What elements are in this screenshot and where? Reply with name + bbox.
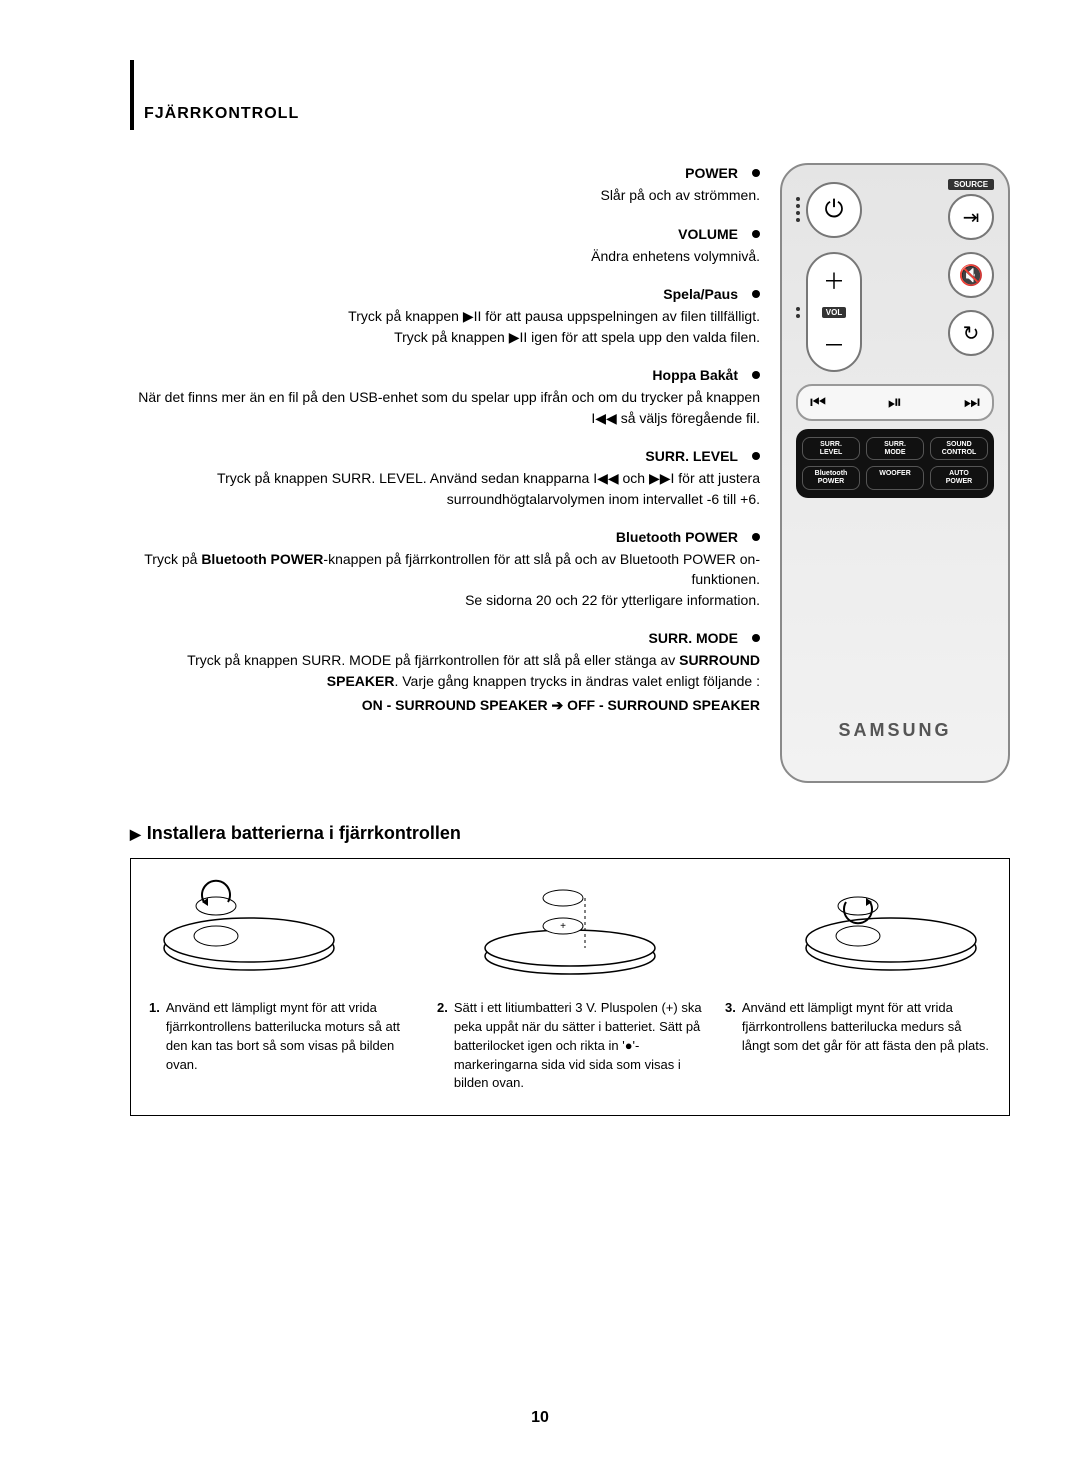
item-title: POWER <box>685 163 760 183</box>
item-title: SURR. LEVEL <box>645 446 760 466</box>
band-surr-mode: SURR. MODE <box>866 437 924 460</box>
battery-step3-illustration <box>791 873 991 983</box>
step-text: Sätt i ett litiumbatteri 3 V. Pluspolen … <box>454 999 703 1093</box>
power-icon: ⏻ <box>825 196 844 224</box>
item-skipback: Hoppa Bakåt När det finns mer än en fil … <box>130 365 760 428</box>
step-1: 1. Använd ett lämpligt mynt för att vrid… <box>149 999 415 1093</box>
braille-dots-icon <box>796 197 802 222</box>
band-bt-power: Bluetooth POWER <box>802 466 860 489</box>
svg-text:+: + <box>560 921 566 932</box>
item-title: SURR. MODE <box>649 628 760 648</box>
battery-steps: 1. Använd ett lämpligt mynt för att vrid… <box>149 999 991 1093</box>
header-rule <box>130 60 134 130</box>
item-body-extra: ON - SURROUND SPEAKER ➔ OFF - SURROUND S… <box>130 695 760 715</box>
item-body: Tryck på Bluetooth POWER-knappen på fjär… <box>130 549 760 610</box>
item-body: När det finns mer än en fil på den USB-e… <box>130 387 760 428</box>
function-band: SURR. LEVEL SURR. MODE SOUND CONTROL Blu… <box>796 429 994 498</box>
body-pre: Tryck på knappen SURR. MODE på fjärrkont… <box>187 652 679 668</box>
main-row: POWER Slår på och av strömmen. VOLUME Än… <box>130 163 1010 783</box>
source-button-icon: ⇥ <box>948 194 994 240</box>
page-number: 10 <box>0 1409 1080 1427</box>
mute-button-icon: 🔇 <box>948 252 994 298</box>
braille-dots-icon <box>796 307 802 318</box>
step-3: 3. Använd ett lämpligt mynt för att vrid… <box>725 999 991 1093</box>
body-bold: Bluetooth POWER <box>201 551 323 567</box>
body-pre: Tryck på <box>144 551 201 567</box>
play-pause-icon: ⏯ <box>882 390 908 415</box>
step-num: 1. <box>149 999 160 1093</box>
item-title: Hoppa Bakåt <box>652 365 760 385</box>
step-num: 3. <box>725 999 736 1093</box>
battery-step1-illustration <box>149 873 349 983</box>
item-body: Ändra enhetens volymnivå. <box>130 246 760 266</box>
step-text: Använd ett lämpligt mynt för att vrida f… <box>166 999 415 1093</box>
step-2: 2. Sätt i ett litiumbatteri 3 V. Pluspol… <box>437 999 703 1093</box>
samsung-logo: SAMSUNG <box>782 720 1008 741</box>
item-playpause: Spela/Paus Tryck på knappen ▶II för att … <box>130 284 760 347</box>
minus-icon: － <box>823 328 845 360</box>
item-body: Tryck på knappen ▶II för att pausa uppsp… <box>130 306 760 347</box>
body-post: -knappen på fjärrkontrollen för att slå … <box>323 551 760 608</box>
item-title: Spela/Paus <box>663 284 760 304</box>
battery-box: + 1. Använd ett lämpligt mynt för att vr… <box>130 858 1010 1116</box>
descriptions: POWER Slår på och av strömmen. VOLUME Än… <box>130 163 760 783</box>
vol-label: VOL <box>822 307 846 318</box>
band-sound-control: SOUND CONTROL <box>930 437 988 460</box>
battery-illustrations: + <box>149 873 991 983</box>
transport-bar: ⏮ ⏯ ⏭ <box>796 384 994 421</box>
triangle-icon: ▶ <box>130 826 141 842</box>
item-body: Slår på och av strömmen. <box>130 185 760 205</box>
repeat-button-icon: ↻ <box>948 310 994 356</box>
item-volume: VOLUME Ändra enhetens volymnivå. <box>130 224 760 267</box>
band-woofer: WOOFER <box>866 466 924 489</box>
sub-heading-text: Installera batterierna i fjärrkontrollen <box>147 823 461 843</box>
volume-rocker-icon: ＋ VOL － <box>806 252 862 372</box>
band-surr-level: SURR. LEVEL <box>802 437 860 460</box>
skip-back-icon: ⏮ <box>804 390 832 415</box>
item-body: Tryck på knappen SURR. MODE på fjärrkont… <box>130 650 760 691</box>
step-text: Använd ett lämpligt mynt för att vrida f… <box>742 999 991 1093</box>
remote-illustration: ⏻ SOURCE ⇥ ＋ VOL － 🔇 <box>780 163 1010 783</box>
item-btpower: Bluetooth POWER Tryck på Bluetooth POWER… <box>130 527 760 610</box>
item-title: Bluetooth POWER <box>616 527 760 547</box>
item-power: POWER Slår på och av strömmen. <box>130 163 760 206</box>
power-button-icon: ⏻ <box>806 182 862 238</box>
source-label: SOURCE <box>948 179 994 190</box>
remote-wrap: ⏻ SOURCE ⇥ ＋ VOL － 🔇 <box>780 163 1010 783</box>
item-title: VOLUME <box>678 224 760 244</box>
item-surrmode: SURR. MODE Tryck på knappen SURR. MODE p… <box>130 628 760 715</box>
section-title: FJÄRRKONTROLL <box>144 105 1010 123</box>
body-post: . Varje gång knappen trycks in ändras va… <box>394 673 760 689</box>
plus-icon: ＋ <box>823 264 845 296</box>
sub-heading: ▶ Installera batterierna i fjärrkontrolle… <box>130 823 1010 844</box>
battery-step2-illustration: + <box>470 873 670 983</box>
skip-forward-icon: ⏭ <box>958 390 986 415</box>
step-num: 2. <box>437 999 448 1093</box>
item-surrlevel: SURR. LEVEL Tryck på knappen SURR. LEVEL… <box>130 446 760 509</box>
item-body: Tryck på knappen SURR. LEVEL. Använd sed… <box>130 468 760 509</box>
band-auto-power: AUTO POWER <box>930 466 988 489</box>
